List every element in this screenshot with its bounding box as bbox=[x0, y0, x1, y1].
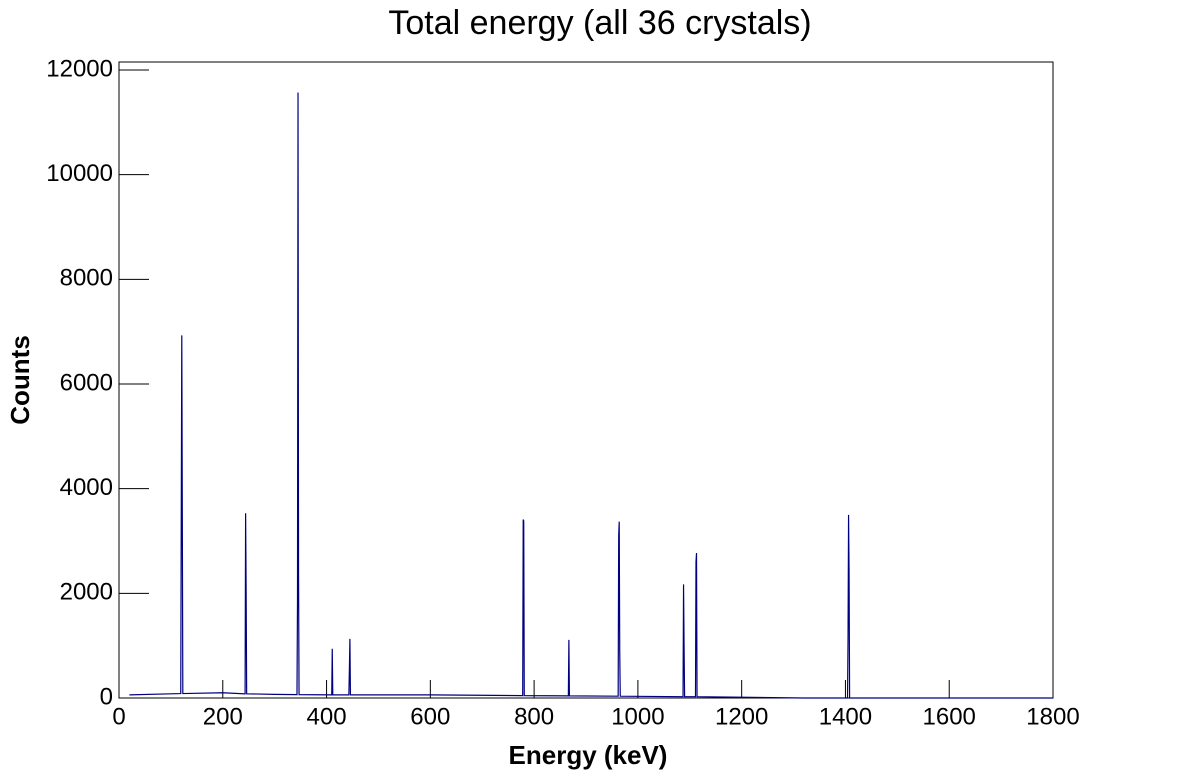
x-tick-label: 800 bbox=[514, 703, 554, 730]
y-tick-label: 6000 bbox=[60, 369, 113, 396]
y-axis-label: Counts bbox=[5, 335, 35, 425]
x-tick-label: 600 bbox=[410, 703, 450, 730]
y-tick-label: 10000 bbox=[46, 160, 113, 187]
spectrum-line bbox=[129, 92, 1053, 699]
x-tick-label: 1800 bbox=[1026, 703, 1079, 730]
x-axis-label: Energy (keV) bbox=[509, 740, 668, 770]
x-tick-label: 200 bbox=[203, 703, 243, 730]
x-tick-label: 0 bbox=[112, 703, 125, 730]
x-tick-label: 1000 bbox=[611, 703, 664, 730]
x-tick-label: 1200 bbox=[715, 703, 768, 730]
x-tick-label: 400 bbox=[307, 703, 347, 730]
x-tick-label: 1400 bbox=[819, 703, 872, 730]
x-tick-label: 1600 bbox=[923, 703, 976, 730]
y-tick-label: 12000 bbox=[46, 55, 113, 82]
y-tick-label: 2000 bbox=[60, 579, 113, 606]
plot-frame bbox=[118, 61, 1054, 699]
y-tick-label: 8000 bbox=[60, 265, 113, 292]
y-tick-label: 4000 bbox=[60, 474, 113, 501]
y-tick-label: 0 bbox=[100, 683, 113, 710]
chart-title: Total energy (all 36 crystals) bbox=[388, 4, 811, 42]
